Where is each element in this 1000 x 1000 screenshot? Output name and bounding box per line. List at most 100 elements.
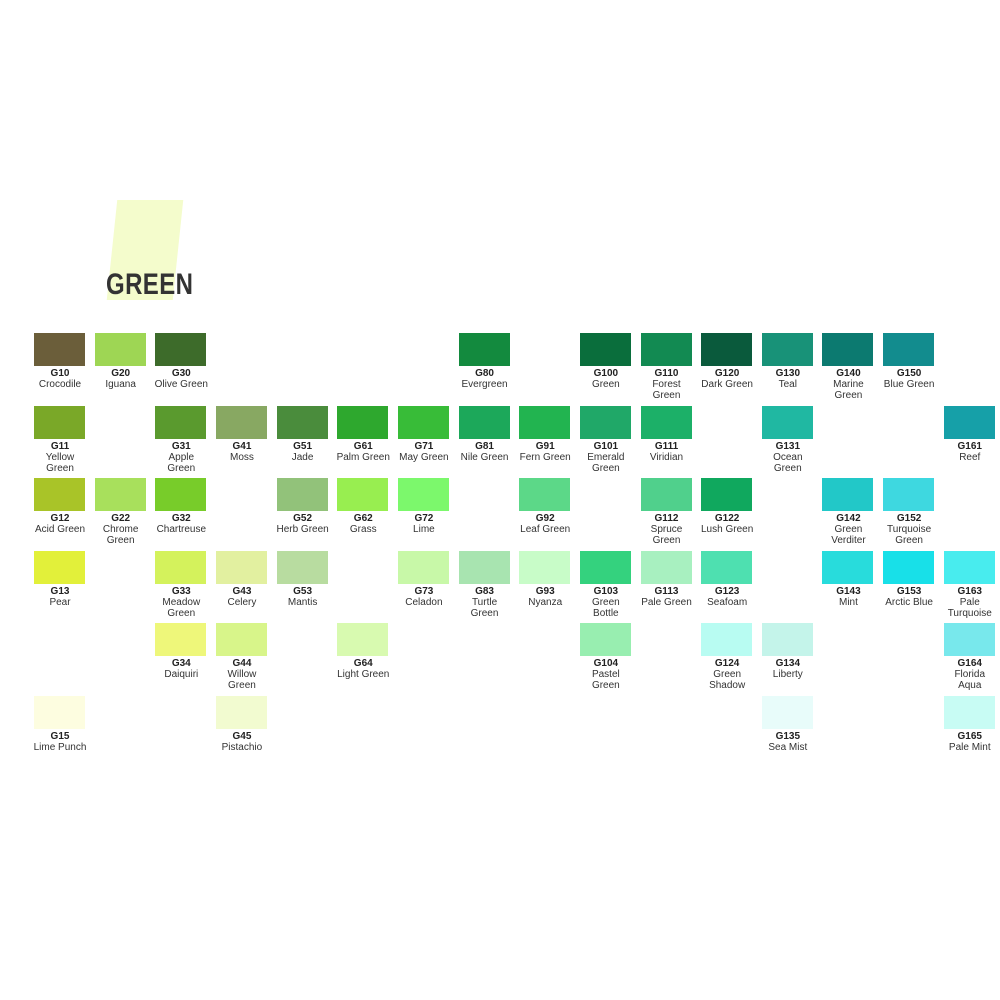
- swatch-cell: G13 Pear: [29, 550, 91, 608]
- swatch-code: G34: [171, 658, 191, 670]
- swatch-code: G134: [775, 658, 801, 670]
- swatch-code: G124: [714, 658, 740, 670]
- swatch-cell: G10 Crocodile: [29, 333, 91, 390]
- swatch-name: Pale Green: [641, 596, 692, 608]
- swatch-code: G71: [414, 440, 434, 452]
- swatch-code: G43: [232, 585, 252, 597]
- swatch-name: Herb Green: [276, 524, 329, 536]
- swatch-name: Florida Aqua: [954, 669, 986, 692]
- color-swatch: [822, 333, 874, 366]
- swatch-cell: G152 Turquoise Green: [878, 478, 940, 546]
- swatch-code: G45: [232, 731, 252, 742]
- color-swatch: [276, 478, 328, 512]
- swatch-name: Dark Green: [701, 379, 753, 390]
- swatch-cell: G64 Light Green: [332, 623, 394, 680]
- color-swatch: [701, 333, 753, 366]
- swatch-cell: G161 Reef: [939, 405, 1000, 463]
- swatch-name: Ocean Green: [773, 451, 803, 474]
- color-swatch: [34, 333, 85, 366]
- swatch-name: Mantis: [287, 596, 318, 608]
- color-swatch: [458, 333, 510, 366]
- color-swatch: [579, 405, 631, 439]
- swatch-cell: G31 Apple Green: [150, 405, 212, 474]
- color-swatch: [579, 550, 631, 584]
- swatch-cell: G122 Lush Green: [696, 478, 758, 535]
- swatch-cell: G131 Ocean Green: [757, 405, 819, 474]
- swatch-code: G152: [896, 513, 922, 525]
- swatch-name: Chartreuse: [156, 524, 207, 536]
- swatch-name: Evergreen: [461, 379, 508, 390]
- swatch-code: G135: [775, 731, 801, 742]
- swatch-code: G143: [836, 585, 861, 597]
- swatch-code: G41: [232, 440, 252, 452]
- swatch-name: Palm Green: [336, 451, 390, 463]
- swatch-name: Lush Green: [701, 524, 754, 536]
- swatch-cell: G101 Emerald Green: [575, 405, 637, 474]
- swatch-code: G120: [714, 368, 740, 379]
- color-swatch: [822, 478, 874, 512]
- swatch-code: G53: [293, 585, 313, 597]
- color-swatch: [94, 333, 146, 366]
- swatch-code: G22: [111, 513, 131, 525]
- swatch-code: G103: [593, 585, 619, 597]
- swatch-name: Lime Punch: [33, 742, 87, 753]
- swatch-name: Iguana: [105, 379, 136, 390]
- swatch-cell: G51 Jade: [272, 405, 334, 463]
- swatch-cell: G22 Chrome Green: [90, 478, 152, 546]
- color-swatch: [155, 478, 207, 512]
- swatch-cell: G62 Grass: [332, 478, 394, 535]
- swatch-cell: G140 Marine Green: [817, 333, 879, 401]
- swatch-code: G122: [714, 513, 740, 525]
- swatch-name: Green Verditer: [831, 524, 866, 547]
- color-swatch: [701, 478, 753, 512]
- swatch-code: G101: [593, 440, 619, 452]
- swatch-cell: G41 Moss: [211, 405, 273, 463]
- color-swatch: [215, 405, 267, 439]
- swatch-cell: G120 Dark Green: [696, 333, 758, 390]
- swatch-cell: G32 Chartreuse: [150, 478, 212, 535]
- color-swatch: [458, 405, 510, 439]
- color-swatch: [579, 623, 631, 657]
- swatch-name: Jade: [291, 451, 314, 463]
- color-swatch: [276, 550, 328, 584]
- swatch-code: G73: [414, 585, 434, 597]
- swatch-code: G44: [232, 658, 252, 670]
- swatch-cell: G15 Lime Punch: [29, 696, 91, 753]
- swatch-cell: G150 Blue Green: [878, 333, 940, 390]
- color-swatch: [458, 550, 510, 584]
- swatch-name: Yellow Green: [45, 451, 75, 474]
- color-swatch: [34, 478, 85, 512]
- color-swatch: [640, 405, 692, 439]
- color-swatch: [701, 550, 753, 584]
- color-swatch: [397, 478, 449, 512]
- swatch-cell: G72 Lime: [393, 478, 455, 535]
- swatch-cell: G30 Olive Green: [150, 333, 212, 390]
- swatch-name: Spruce Green: [650, 524, 683, 547]
- swatch-name: Chrome Green: [102, 524, 139, 547]
- color-swatch: [276, 405, 328, 439]
- swatch-cell: G44 Willow Green: [211, 623, 273, 691]
- color-swatch: [155, 623, 207, 657]
- swatch-cell: G33 Meadow Green: [150, 550, 212, 619]
- swatch-code: G123: [714, 585, 740, 597]
- swatch-cell: G52 Herb Green: [272, 478, 334, 535]
- swatch-code: G140: [836, 368, 861, 379]
- color-swatch: [155, 333, 207, 366]
- swatch-cell: G134 Liberty: [757, 623, 819, 680]
- swatch-name: Marine Green: [833, 379, 864, 401]
- swatch-code: G91: [535, 440, 555, 452]
- swatch-code: G164: [957, 658, 982, 670]
- color-swatch: [397, 405, 449, 439]
- swatch-cell: G11 Yellow Green: [29, 405, 91, 474]
- swatch-cell: G112 Spruce Green: [636, 478, 698, 546]
- swatch-code: G130: [775, 368, 801, 379]
- swatch-code: G131: [775, 440, 801, 452]
- swatch-name: Acid Green: [34, 524, 86, 536]
- swatch-name: Arctic Blue: [885, 596, 933, 608]
- color-swatch: [397, 550, 449, 584]
- swatch-name: Pear: [49, 596, 71, 608]
- color-swatch: [943, 405, 995, 439]
- title: GREEN: [106, 268, 194, 301]
- swatch-cell: G100 Green: [575, 333, 637, 390]
